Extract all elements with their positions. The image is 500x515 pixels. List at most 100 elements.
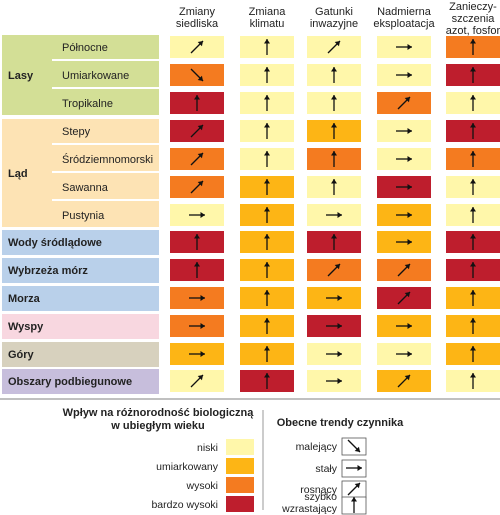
trend-arrow — [189, 323, 205, 329]
trend-arrow — [397, 96, 411, 110]
row-label: Tropikalne — [62, 98, 113, 110]
trend-arrow — [264, 151, 270, 167]
legend-impact-label: bardzo wysoki — [151, 499, 218, 511]
column-header: Zmiany — [179, 6, 216, 18]
trend-arrow — [264, 373, 270, 389]
legend-impact-swatch — [226, 496, 254, 512]
trend-arrow — [326, 323, 342, 329]
row-label-band — [2, 258, 159, 283]
trend-arrow — [331, 67, 337, 83]
legend-trend-label: wzrastający — [281, 503, 338, 515]
row-label-band — [2, 369, 159, 394]
trend-arrow — [331, 95, 337, 111]
trend-arrow — [326, 212, 342, 218]
trend-arrow — [331, 151, 337, 167]
trend-arrow — [194, 95, 200, 111]
trend-arrow — [396, 156, 412, 162]
row-label: Wyspy — [8, 321, 44, 333]
trend-arrow — [470, 346, 476, 362]
trend-arrow — [470, 123, 476, 139]
legend-trend-label: rosnący — [300, 484, 338, 496]
trend-arrow — [194, 262, 200, 278]
trend-arrow — [331, 234, 337, 250]
legend-trend-label: stały — [315, 463, 337, 475]
legend-trend-arrow — [347, 439, 361, 453]
column-header: Zanieczy- — [449, 1, 497, 13]
trend-arrow — [264, 179, 270, 195]
legend-trend-arrow — [351, 497, 357, 513]
trend-arrow — [470, 67, 476, 83]
trend-arrow — [396, 128, 412, 134]
row-label: Góry — [8, 349, 35, 361]
row-label: Morza — [8, 293, 41, 305]
trend-arrow — [327, 40, 341, 54]
trend-arrow — [190, 180, 204, 194]
trend-arrow — [264, 234, 270, 250]
legend-trend-arrow — [346, 465, 362, 471]
row-label: Stepy — [62, 126, 91, 138]
trend-arrow — [397, 263, 411, 277]
trend-arrow — [264, 39, 270, 55]
trend-arrow — [470, 262, 476, 278]
row-label-band — [2, 286, 159, 311]
trend-arrow — [396, 72, 412, 78]
trend-arrow — [470, 373, 476, 389]
trend-arrow — [326, 378, 342, 384]
row-label-band — [2, 314, 159, 339]
column-header: inwazyjne — [310, 18, 358, 30]
row-label: Pustynia — [62, 210, 105, 222]
column-header: siedliska — [176, 18, 219, 30]
trend-arrow — [327, 263, 341, 277]
trend-arrow — [189, 212, 205, 218]
row-label-band — [2, 342, 159, 367]
trend-arrow — [190, 152, 204, 166]
trend-arrow — [470, 39, 476, 55]
trend-arrow — [190, 68, 204, 82]
row-label: Wody śródlądowe — [8, 237, 102, 249]
trend-arrow — [470, 151, 476, 167]
column-header: Gatunki — [315, 6, 353, 18]
legend-trend-arrow — [347, 482, 361, 496]
trend-arrow — [264, 123, 270, 139]
legend-impact-swatch — [226, 458, 254, 474]
row-group-label: Lasy — [8, 70, 34, 82]
trend-arrow — [264, 346, 270, 362]
row-label: Obszary podbiegunowe — [8, 376, 132, 388]
column-header: eksploatacja — [373, 18, 435, 30]
legend-impact-label: niski — [197, 442, 218, 454]
trend-arrow — [326, 351, 342, 357]
legend-impact-swatch — [226, 439, 254, 455]
trend-arrow — [264, 262, 270, 278]
trend-arrow — [190, 124, 204, 138]
row-label: Północne — [62, 42, 108, 54]
legend-trend-title: Obecne trendy czynnika — [277, 417, 404, 429]
trend-arrow — [470, 207, 476, 223]
trend-arrow — [396, 212, 412, 218]
trend-arrow — [397, 374, 411, 388]
trend-arrow — [189, 295, 205, 301]
legend-trend-label: szybko — [304, 491, 337, 503]
trend-arrow — [264, 67, 270, 83]
row-label: Sawanna — [62, 182, 109, 194]
trend-arrow — [190, 40, 204, 54]
trend-arrow — [331, 179, 337, 195]
trend-arrow — [396, 184, 412, 190]
trend-arrow — [189, 351, 205, 357]
legend-impact-label: wysoki — [185, 480, 218, 492]
trend-arrow — [264, 207, 270, 223]
trend-arrow — [264, 290, 270, 306]
trend-arrow — [470, 234, 476, 250]
trend-arrow — [326, 295, 342, 301]
row-label: Wybrzeża mórz — [8, 265, 88, 277]
column-header: klimatu — [250, 18, 285, 30]
legend-impact-title: w ubiegłym wieku — [110, 420, 205, 432]
trend-arrow — [396, 44, 412, 50]
trend-arrow — [470, 290, 476, 306]
row-label: Umiarkowane — [62, 70, 129, 82]
legend-trend-label: malejący — [296, 441, 338, 453]
trend-arrow — [470, 95, 476, 111]
trend-arrow — [194, 234, 200, 250]
legend-impact-title: Wpływ na różnorodność biologiczną — [63, 407, 255, 419]
row-label-band — [2, 230, 159, 255]
